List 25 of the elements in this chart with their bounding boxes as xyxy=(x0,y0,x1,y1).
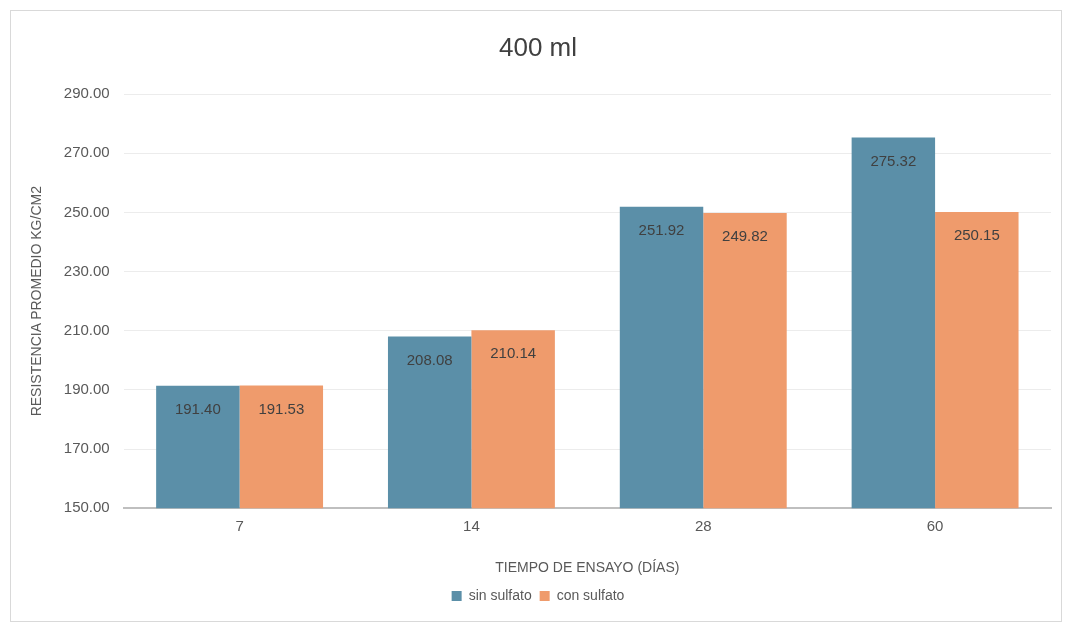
chart-title: 400 ml xyxy=(498,31,578,62)
legend-label: con sulfato xyxy=(556,586,625,603)
x-axis-title: TIEMPO DE ENSAYO (DÍAS) xyxy=(495,559,680,576)
data-label: 250.15 xyxy=(953,226,1000,244)
y-tick-label: 170.00 xyxy=(63,439,110,457)
legend-label: sin sulfato xyxy=(468,586,532,603)
x-tick-label: 7 xyxy=(235,517,244,535)
data-label: 210.14 xyxy=(490,344,537,362)
y-tick-label: 190.00 xyxy=(63,380,110,398)
data-label: 191.53 xyxy=(258,399,305,417)
y-tick-label: 150.00 xyxy=(63,498,110,516)
data-label: 275.32 xyxy=(870,151,917,169)
x-tick-label: 60 xyxy=(926,517,944,535)
data-label: 249.82 xyxy=(722,227,768,245)
x-tick-label: 14 xyxy=(463,517,480,535)
data-label: 251.92 xyxy=(638,220,685,238)
y-tick-label: 250.00 xyxy=(63,202,110,220)
data-label: 208.08 xyxy=(406,350,453,368)
y-tick-label: 290.00 xyxy=(63,84,110,102)
y-tick-label: 270.00 xyxy=(63,143,110,161)
x-tick-label: 28 xyxy=(694,517,712,535)
data-label: 191.40 xyxy=(174,399,221,417)
y-tick-label: 210.00 xyxy=(63,320,110,338)
y-tick-label: 230.00 xyxy=(63,261,110,279)
y-axis-title: RESISTENCIA PROMEDIO KG/CM2 xyxy=(28,185,45,417)
